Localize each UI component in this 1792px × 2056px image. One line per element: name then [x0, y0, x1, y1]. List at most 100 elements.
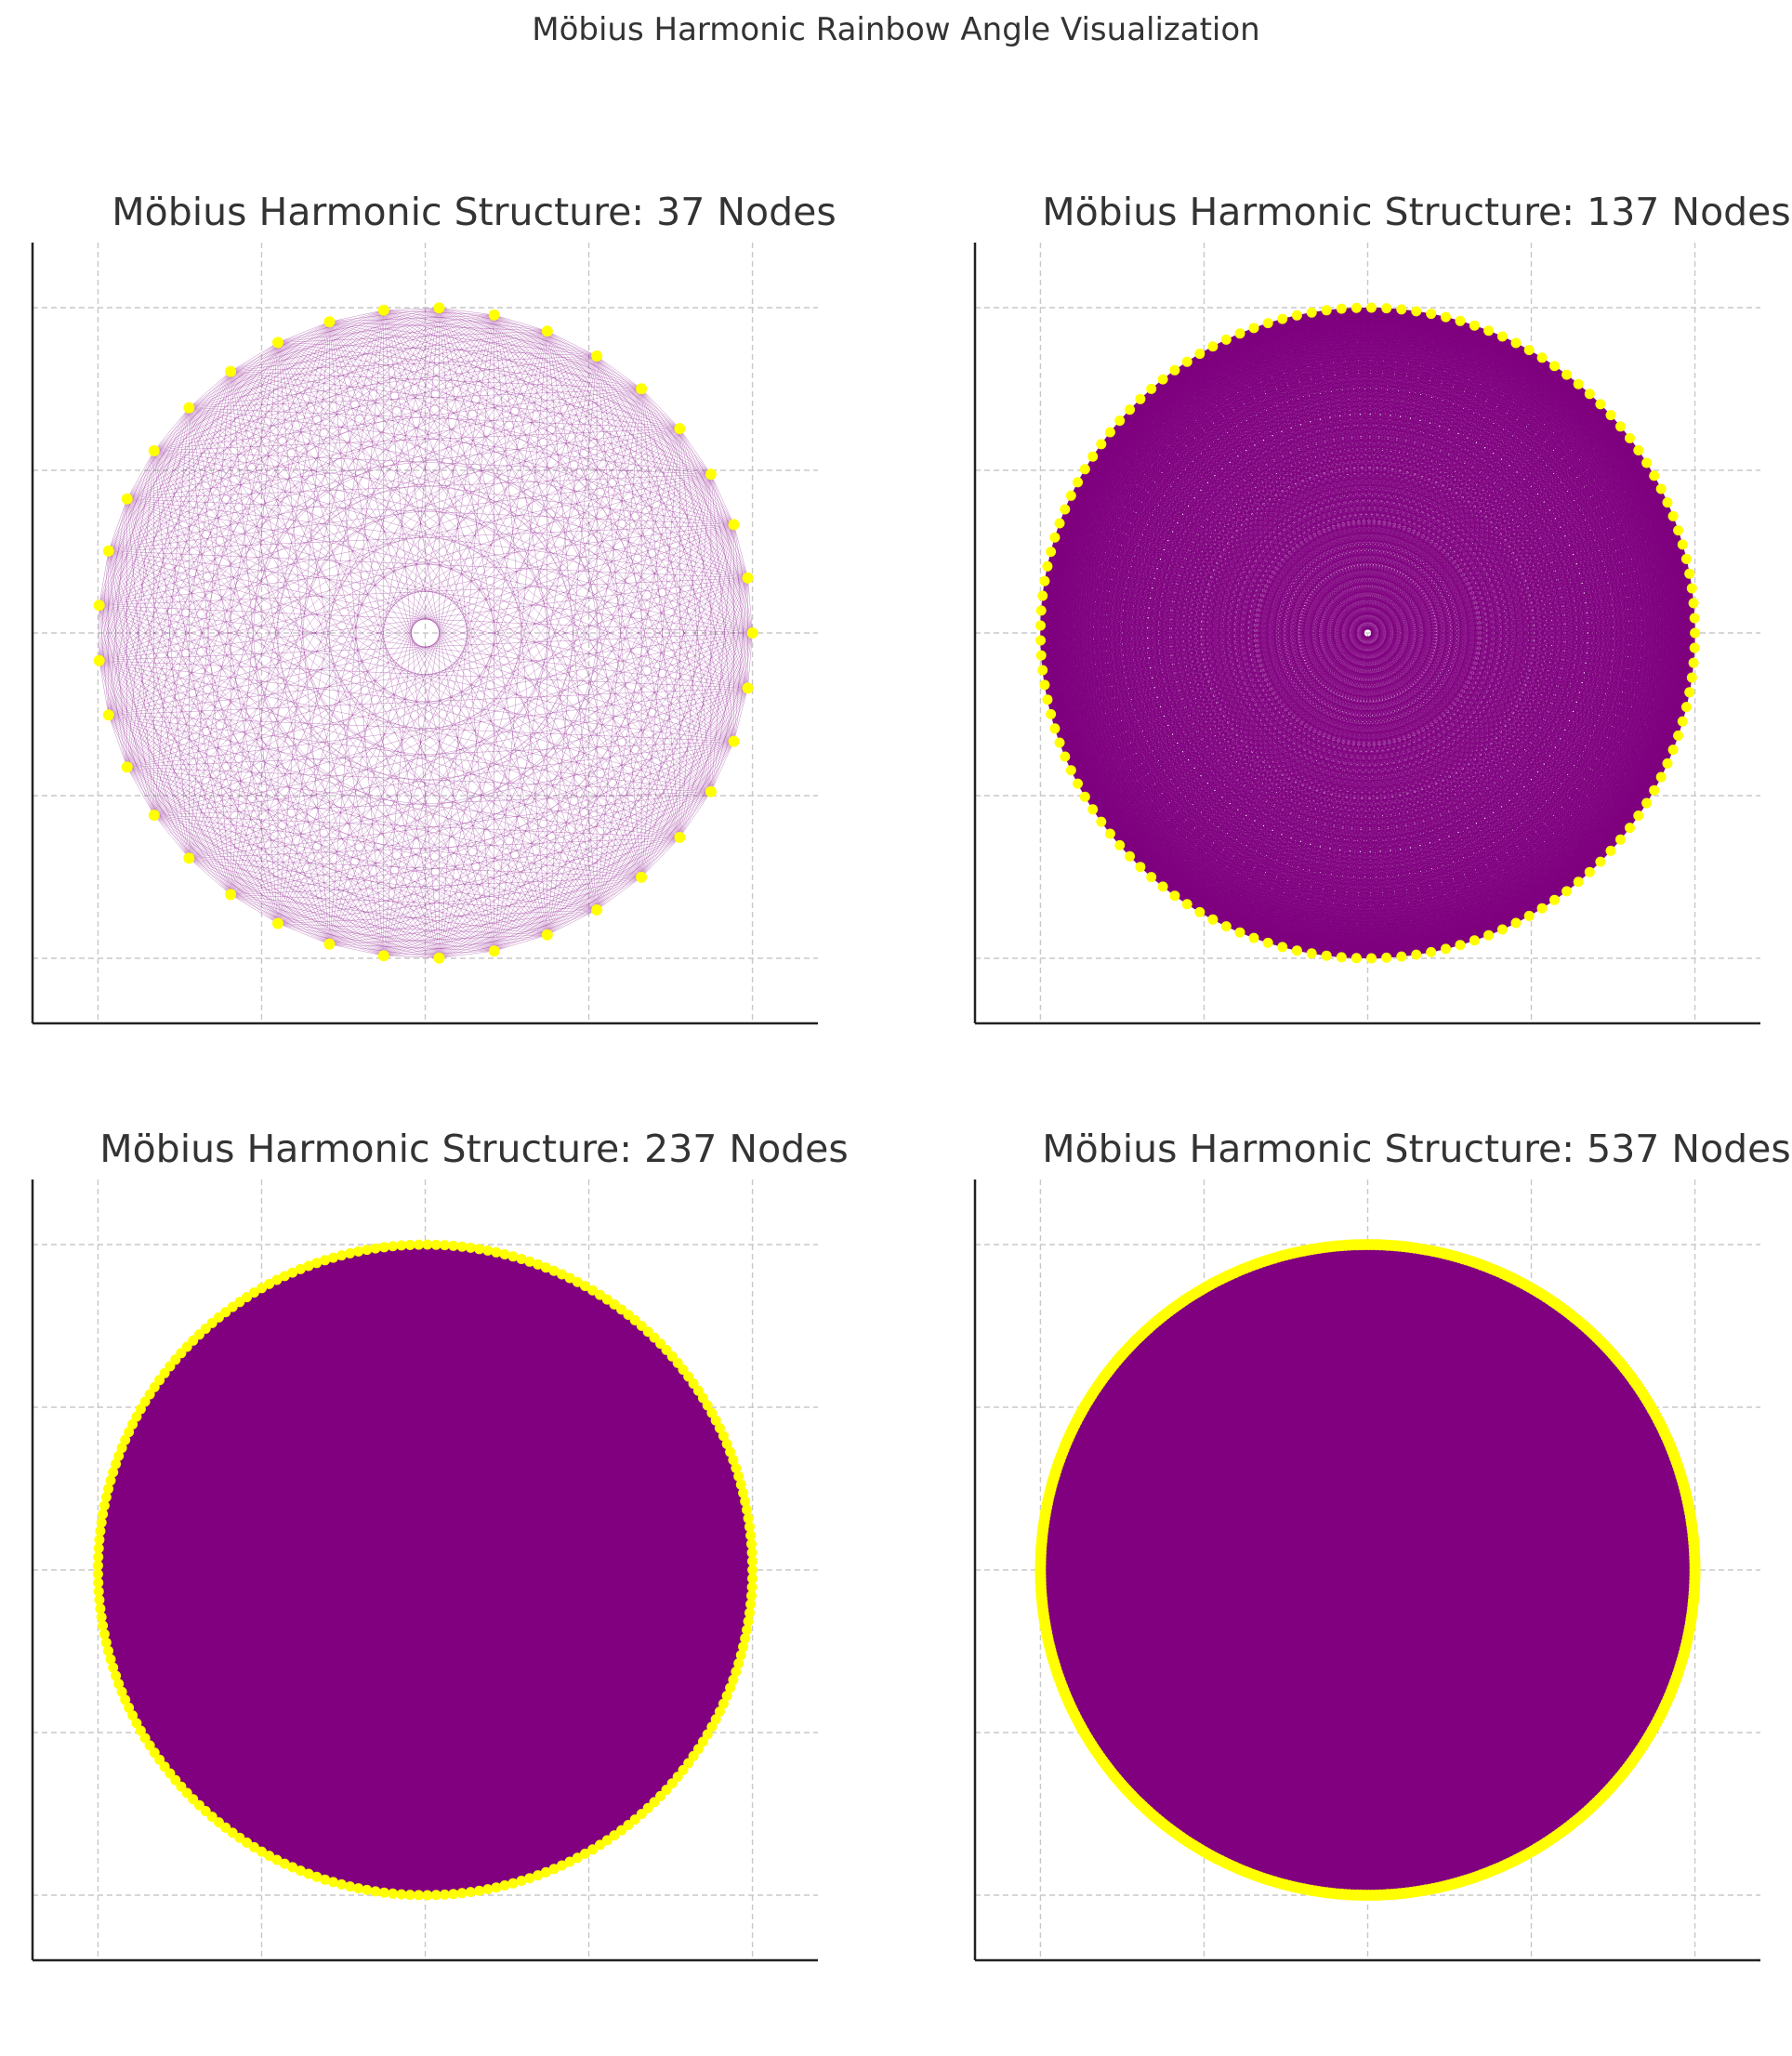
node-point [1336, 952, 1347, 963]
node-point [98, 1620, 109, 1631]
node-point [1046, 547, 1057, 558]
node-point [103, 1483, 113, 1495]
node-point [491, 1246, 502, 1258]
node-point [474, 1885, 485, 1896]
node-point [1680, 553, 1692, 564]
node-point [271, 1274, 283, 1285]
node-point [1595, 856, 1606, 867]
node-point [320, 1874, 331, 1885]
node-point [1680, 702, 1692, 713]
node-point [1625, 823, 1635, 834]
node-point [103, 1645, 113, 1656]
node-point [95, 1525, 106, 1536]
node-point [92, 1569, 103, 1580]
node-point [1039, 679, 1050, 691]
node-point [488, 945, 500, 957]
node-point [721, 1439, 732, 1449]
node-point [93, 1543, 104, 1554]
node-point [1073, 778, 1083, 789]
node-point [1035, 635, 1046, 646]
node-point [311, 1871, 323, 1882]
node-point [1096, 816, 1107, 827]
node-point [345, 1881, 356, 1892]
node-point [1688, 657, 1699, 668]
figure-title: Möbius Harmonic Rainbow Angle Visualizat… [532, 11, 1260, 48]
node-point [706, 1721, 718, 1733]
node-point [1483, 325, 1495, 336]
node-point [422, 1890, 433, 1901]
node-point [616, 1304, 627, 1315]
node-point [1689, 613, 1700, 624]
node-point [1625, 432, 1635, 443]
node-point [1605, 410, 1616, 421]
node-point [1054, 737, 1065, 748]
node-point [725, 1446, 736, 1457]
node-point [1655, 771, 1667, 783]
node-point [548, 1265, 560, 1276]
node-point [591, 904, 603, 916]
node-point [272, 917, 283, 929]
node-point [430, 1239, 441, 1250]
node-point [1060, 504, 1071, 515]
node-point [1248, 323, 1259, 334]
node-point [1615, 834, 1626, 845]
node-point [688, 1378, 699, 1390]
node-point [507, 1251, 519, 1262]
node-point [742, 1625, 752, 1636]
node-point [1615, 421, 1626, 432]
node-point [678, 1764, 689, 1775]
node-point [113, 1450, 125, 1461]
node-point [108, 1662, 119, 1673]
node-point [116, 1686, 127, 1697]
node-point [92, 1560, 103, 1571]
node-point [93, 1551, 104, 1562]
node-point [1655, 483, 1667, 494]
node-point [705, 785, 717, 797]
node-point [1441, 943, 1451, 955]
node-point [1649, 470, 1660, 481]
node-point [1125, 404, 1135, 415]
node-point [362, 1245, 373, 1256]
node-point [1049, 723, 1061, 734]
node-point [116, 1443, 127, 1454]
node-point [430, 1890, 441, 1901]
node-point [227, 1301, 238, 1312]
node-point [94, 1535, 105, 1546]
nodes [92, 1239, 758, 1901]
node-point [636, 383, 648, 395]
node-point [714, 1707, 725, 1717]
node-point [1194, 349, 1206, 360]
node-point [1523, 345, 1535, 356]
node-point [1046, 708, 1057, 719]
node-point [601, 1294, 613, 1305]
subplot-title: Möbius Harmonic Structure: 237 Nodes [99, 1127, 849, 1171]
node-point [1146, 872, 1157, 883]
node-point [1662, 758, 1673, 769]
node-point [1087, 804, 1099, 815]
node-point [422, 1239, 433, 1250]
node-point [1042, 694, 1053, 705]
edges-dense [98, 1242, 753, 1898]
node-point [1667, 510, 1679, 521]
node-point [1277, 313, 1288, 324]
node-point [1351, 302, 1362, 313]
node-point [1087, 451, 1099, 462]
node-point [482, 1245, 494, 1256]
node-point [1220, 921, 1232, 932]
subplot-137-nodes: Möbius Harmonic Structure: 137 Nodes [961, 190, 1792, 1119]
node-point [1181, 356, 1192, 367]
node-point [1677, 539, 1688, 550]
node-point [1584, 389, 1595, 400]
node-point [733, 1658, 744, 1669]
node-point [206, 1812, 217, 1823]
node-point [548, 1864, 560, 1875]
node-point [1336, 303, 1347, 314]
node-point [1351, 953, 1362, 964]
node-point [710, 1714, 721, 1725]
node-point [264, 1851, 275, 1862]
node-point [1662, 497, 1673, 508]
node-point [1536, 352, 1548, 363]
node-point [683, 1758, 694, 1769]
node-point [747, 1564, 758, 1575]
node-point [1496, 924, 1508, 935]
